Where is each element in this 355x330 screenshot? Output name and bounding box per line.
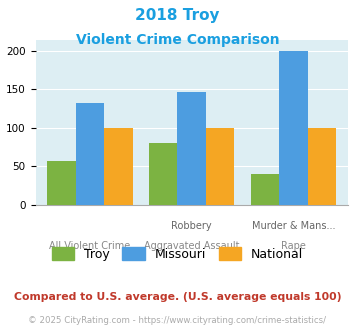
Bar bbox=[104, 128, 133, 205]
Text: Compared to U.S. average. (U.S. average equals 100): Compared to U.S. average. (U.S. average … bbox=[14, 292, 341, 302]
Bar bbox=[308, 128, 336, 205]
Text: Murder & Mans...: Murder & Mans... bbox=[252, 221, 335, 231]
Text: Rape: Rape bbox=[281, 241, 306, 251]
Bar bbox=[251, 174, 279, 205]
Text: All Violent Crime: All Violent Crime bbox=[49, 241, 130, 251]
Bar bbox=[178, 92, 206, 205]
Bar bbox=[279, 51, 308, 205]
Bar bbox=[47, 161, 76, 205]
Text: © 2025 CityRating.com - https://www.cityrating.com/crime-statistics/: © 2025 CityRating.com - https://www.city… bbox=[28, 316, 327, 325]
Bar bbox=[76, 103, 104, 205]
Text: Robbery: Robbery bbox=[171, 221, 212, 231]
Text: Violent Crime Comparison: Violent Crime Comparison bbox=[76, 33, 279, 47]
Legend: Troy, Missouri, National: Troy, Missouri, National bbox=[48, 244, 307, 265]
Text: Aggravated Assault: Aggravated Assault bbox=[144, 241, 240, 251]
Text: 2018 Troy: 2018 Troy bbox=[135, 8, 220, 23]
Bar bbox=[206, 128, 235, 205]
Bar bbox=[149, 143, 178, 205]
